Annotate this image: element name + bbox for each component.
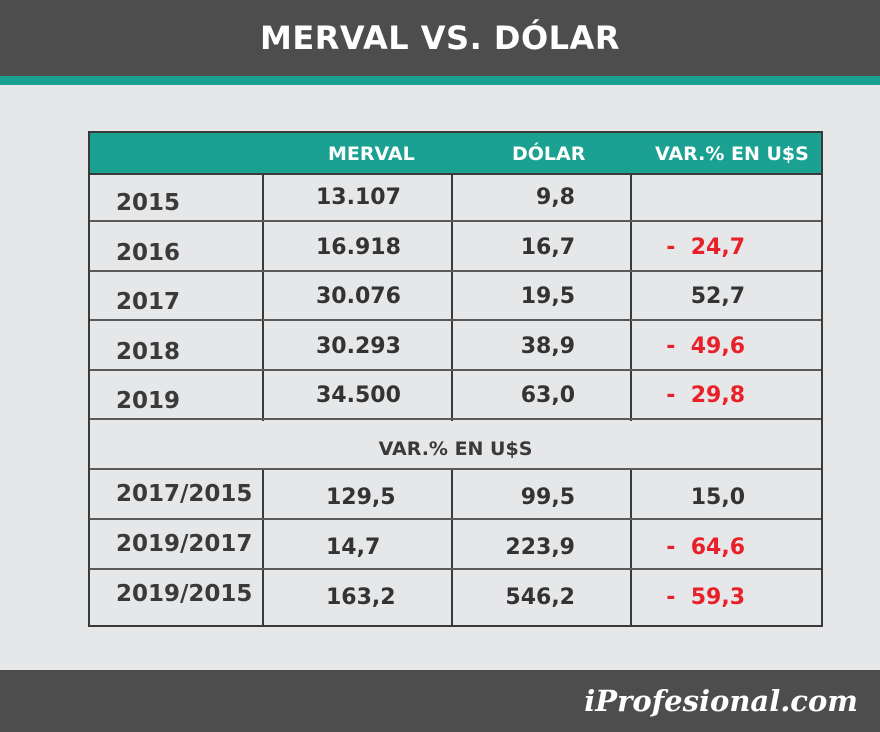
row-label: 2019/2017 [116,531,253,557]
column-divider [262,173,264,421]
dolar-value: 546,2 [505,585,575,610]
section-row [90,421,821,470]
row-label: 2019/2015 [116,581,253,607]
dolar-value: 99,5 [520,485,575,510]
brand-logo: iProfesional.com [584,684,858,718]
table-row: 2018 30.293 38,9 - 49,6 [90,322,821,371]
merval-value: 13.107 [316,185,401,210]
row-label: 2018 [116,338,181,365]
variation-value: - 59,3 [666,585,745,610]
footer-bar: iProfesional.com [0,670,880,732]
table-row: 2017/2015 129,5 99,5 15,0 [90,470,821,520]
dolar-value: 9,8 [536,185,575,210]
column-divider [451,173,453,421]
table-row: 2019/2017 14,7 223,9 - 64,6 [90,520,821,570]
column-divider [262,470,264,625]
merval-value: 129,5 [326,485,396,510]
table-row: 2016 16.918 16,7 - 24,7 [90,223,821,272]
row-label: 2017 [116,289,181,315]
table-row: 2019 34.500 63,0 - 29,8 [90,371,821,420]
title-bar: MERVAL VS. DÓLAR [0,0,880,76]
table-header: MERVAL DÓLAR VAR.% EN U$S [90,133,821,175]
dolar-value: 38,9 [520,333,575,359]
table-row: 2017 30.076 19,5 52,7 [90,272,821,321]
row-label: 2015 [116,190,181,216]
page-title: MERVAL VS. DÓLAR [260,19,620,57]
dolar-value: 16,7 [520,234,575,260]
column-divider [451,470,453,625]
column-divider [630,470,632,625]
merval-value: 16.918 [316,234,401,260]
variation-value: - 64,6 [666,535,745,560]
variation-value: - 24,7 [666,234,745,260]
data-table: MERVAL DÓLAR VAR.% EN U$S 2015 13.107 9,8 2… [88,131,823,627]
section-label: VAR.% EN U$S [378,438,533,460]
accent-stripe [0,76,880,85]
row-label: 2017/2015 [116,481,253,507]
variation-value: - 49,6 [666,333,745,359]
table-row: 2019/2015 163,2 546,2 - 59,3 [90,570,821,618]
column-header-dolar: DÓLAR [512,143,586,165]
merval-value: 30.293 [316,333,401,359]
variation-value: 52,7 [690,284,745,309]
variation-value: - 29,8 [666,383,745,408]
column-header-merval: MERVAL [328,143,415,165]
column-header-var: VAR.% EN U$S [655,143,809,165]
variation-value: 15,0 [690,485,745,510]
merval-value: 30.076 [316,284,401,309]
dolar-value: 223,9 [505,535,575,560]
merval-value: 163,2 [326,585,396,610]
row-label: 2016 [116,239,181,266]
merval-value: 34.500 [316,383,401,408]
column-divider [630,173,632,421]
table-row: 2015 13.107 9,8 [90,173,821,222]
merval-value: 14,7 [326,535,381,560]
row-label: 2019 [116,388,181,414]
dolar-value: 63,0 [520,383,575,408]
dolar-value: 19,5 [520,284,575,309]
